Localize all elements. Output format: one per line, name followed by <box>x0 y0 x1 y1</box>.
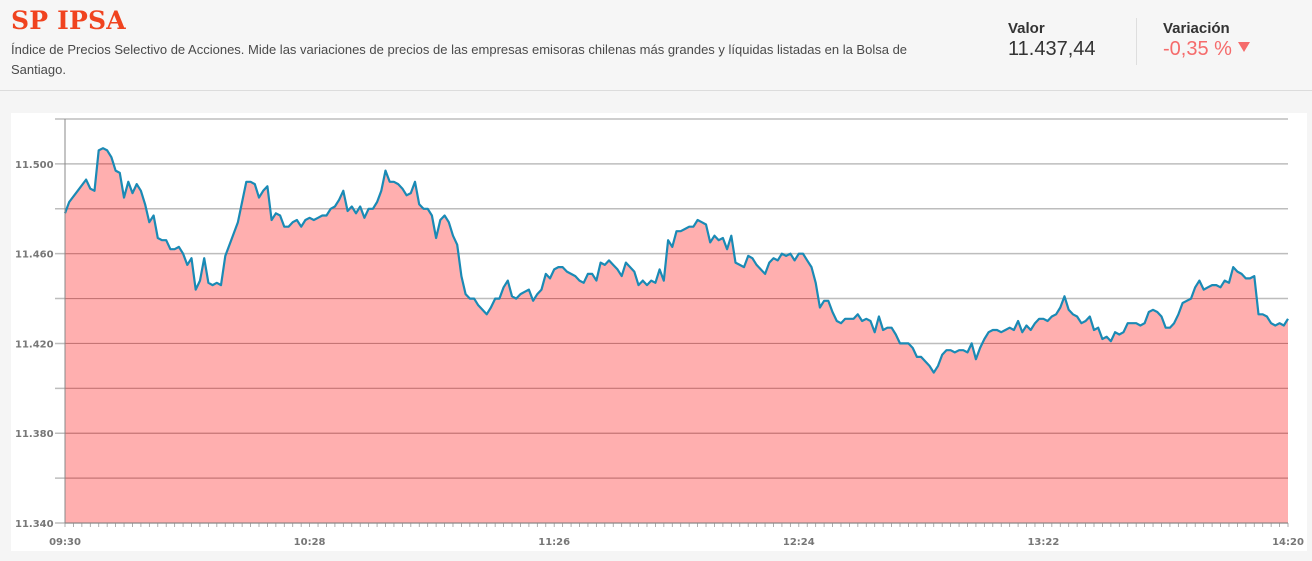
area-chart[interactable]: 11.340 11.380 11.420 11.460 11.500 09:30 10:2… <box>11 113 1307 551</box>
x-tick-label: 11:26 <box>538 537 570 548</box>
y-axis-ticks: 11.340 11.380 11.420 11.460 11.500 <box>15 160 54 530</box>
valor-value: 11.437,44 <box>1008 38 1096 60</box>
chart-card: 11.340 11.380 11.420 11.460 11.500 09:30 10:2… <box>11 113 1307 551</box>
triangle-down-icon <box>1237 42 1250 52</box>
area-fill <box>65 148 1288 523</box>
page-header: SP IPSA Índice de Precios Selectivo de A… <box>0 0 1312 91</box>
index-description: Índice de Precios Selectivo de Acciones.… <box>11 42 908 77</box>
x-tick-label: 10:28 <box>294 537 326 548</box>
x-tick-label: 12:24 <box>783 537 815 548</box>
y-tick-label: 11.420 <box>15 339 54 350</box>
variacion-value-wrap: -0,35 % <box>1163 38 1250 61</box>
x-tick-label: 13:22 <box>1027 537 1059 548</box>
x-tick-label: 09:30 <box>49 537 81 548</box>
y-tick-label: 11.500 <box>15 160 54 171</box>
x-tick-label: 14:20 <box>1272 537 1304 548</box>
valor-stat: Valor 11.437,44 <box>1008 20 1096 61</box>
price-line <box>63 147 1289 374</box>
x-axis-ticks: 09:30 10:28 11:26 12:24 13:22 14:20 <box>49 537 1304 548</box>
y-tick-label: 11.340 <box>15 519 54 530</box>
y-tick-label: 11.380 <box>15 429 54 440</box>
valor-label: Valor <box>1008 20 1045 37</box>
stat-divider <box>1136 18 1137 65</box>
index-title: SP IPSA <box>11 6 126 35</box>
y-tick-label: 11.460 <box>15 250 54 261</box>
variacion-value: -0,35 % <box>1163 38 1232 60</box>
variacion-stat: Variación -0,35 % <box>1163 20 1250 61</box>
x-axis-minor-ticks <box>64 522 1289 527</box>
variacion-label: Variación <box>1163 20 1230 37</box>
